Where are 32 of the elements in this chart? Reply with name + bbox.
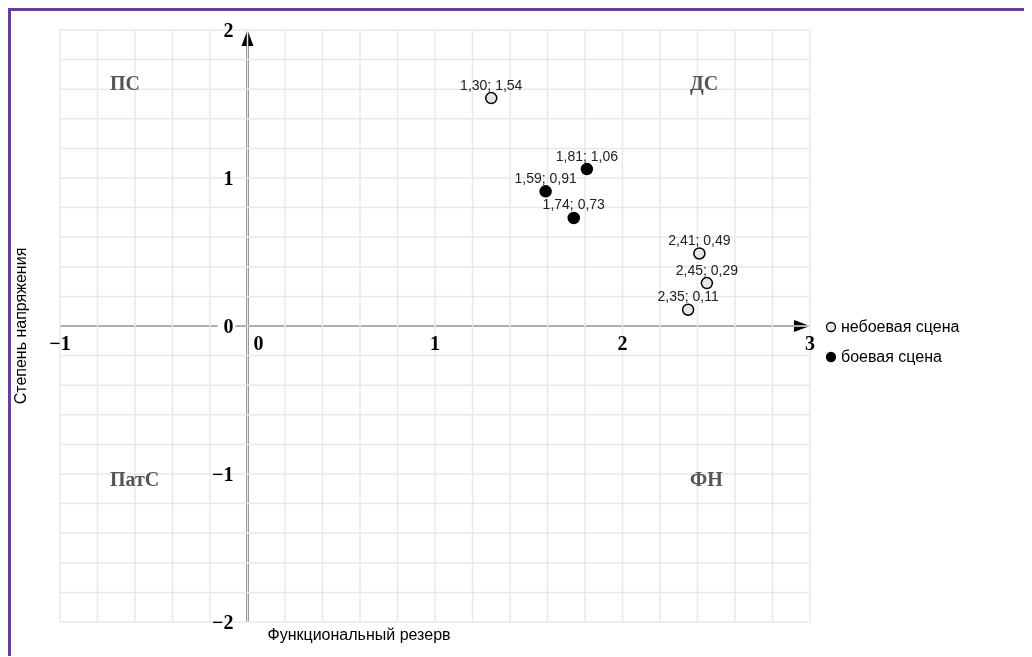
data-label: 1,81; 1,06: [555, 147, 619, 164]
data-label: 1,59; 0,91: [514, 169, 577, 186]
point: [539, 185, 552, 198]
y-tick-label: 1: [223, 167, 234, 189]
y-tick-label: 2: [223, 19, 234, 41]
x-tick-label: −1: [49, 332, 71, 354]
legend-label: боевая сцена: [841, 348, 942, 366]
point: [580, 162, 594, 176]
point: [567, 211, 580, 225]
data-label: 2,45; 0,29: [675, 261, 739, 278]
legend-label: небоевая сцена: [841, 318, 960, 336]
x-tick-label: 2: [617, 332, 628, 354]
data-label: 1,30; 1,54: [460, 76, 523, 93]
y-axis-title: Степень напряжения: [12, 247, 30, 405]
point: [700, 276, 714, 290]
y-tick-label: 0: [223, 315, 234, 337]
y-tick-label: −2: [212, 611, 234, 633]
annotation: ФН: [690, 468, 724, 490]
x-tick-label: 0: [253, 332, 264, 354]
data-label: 1,74; 0,73: [542, 196, 606, 213]
annotation: ПатС: [110, 468, 160, 490]
data-label: 2,35; 0,11: [657, 288, 719, 305]
point: [681, 303, 695, 316]
x-tick-label: 3: [805, 332, 815, 354]
x-tick-label: 1: [430, 332, 440, 354]
point: [693, 247, 706, 260]
y-tick-label: −1: [212, 463, 234, 485]
x-axis-title: Функциональный резерв: [267, 626, 451, 644]
point: [485, 91, 498, 105]
data-label: 2,41; 0,49: [668, 231, 731, 248]
annotation: ДС: [690, 72, 719, 95]
annotation: ПС: [110, 72, 140, 94]
